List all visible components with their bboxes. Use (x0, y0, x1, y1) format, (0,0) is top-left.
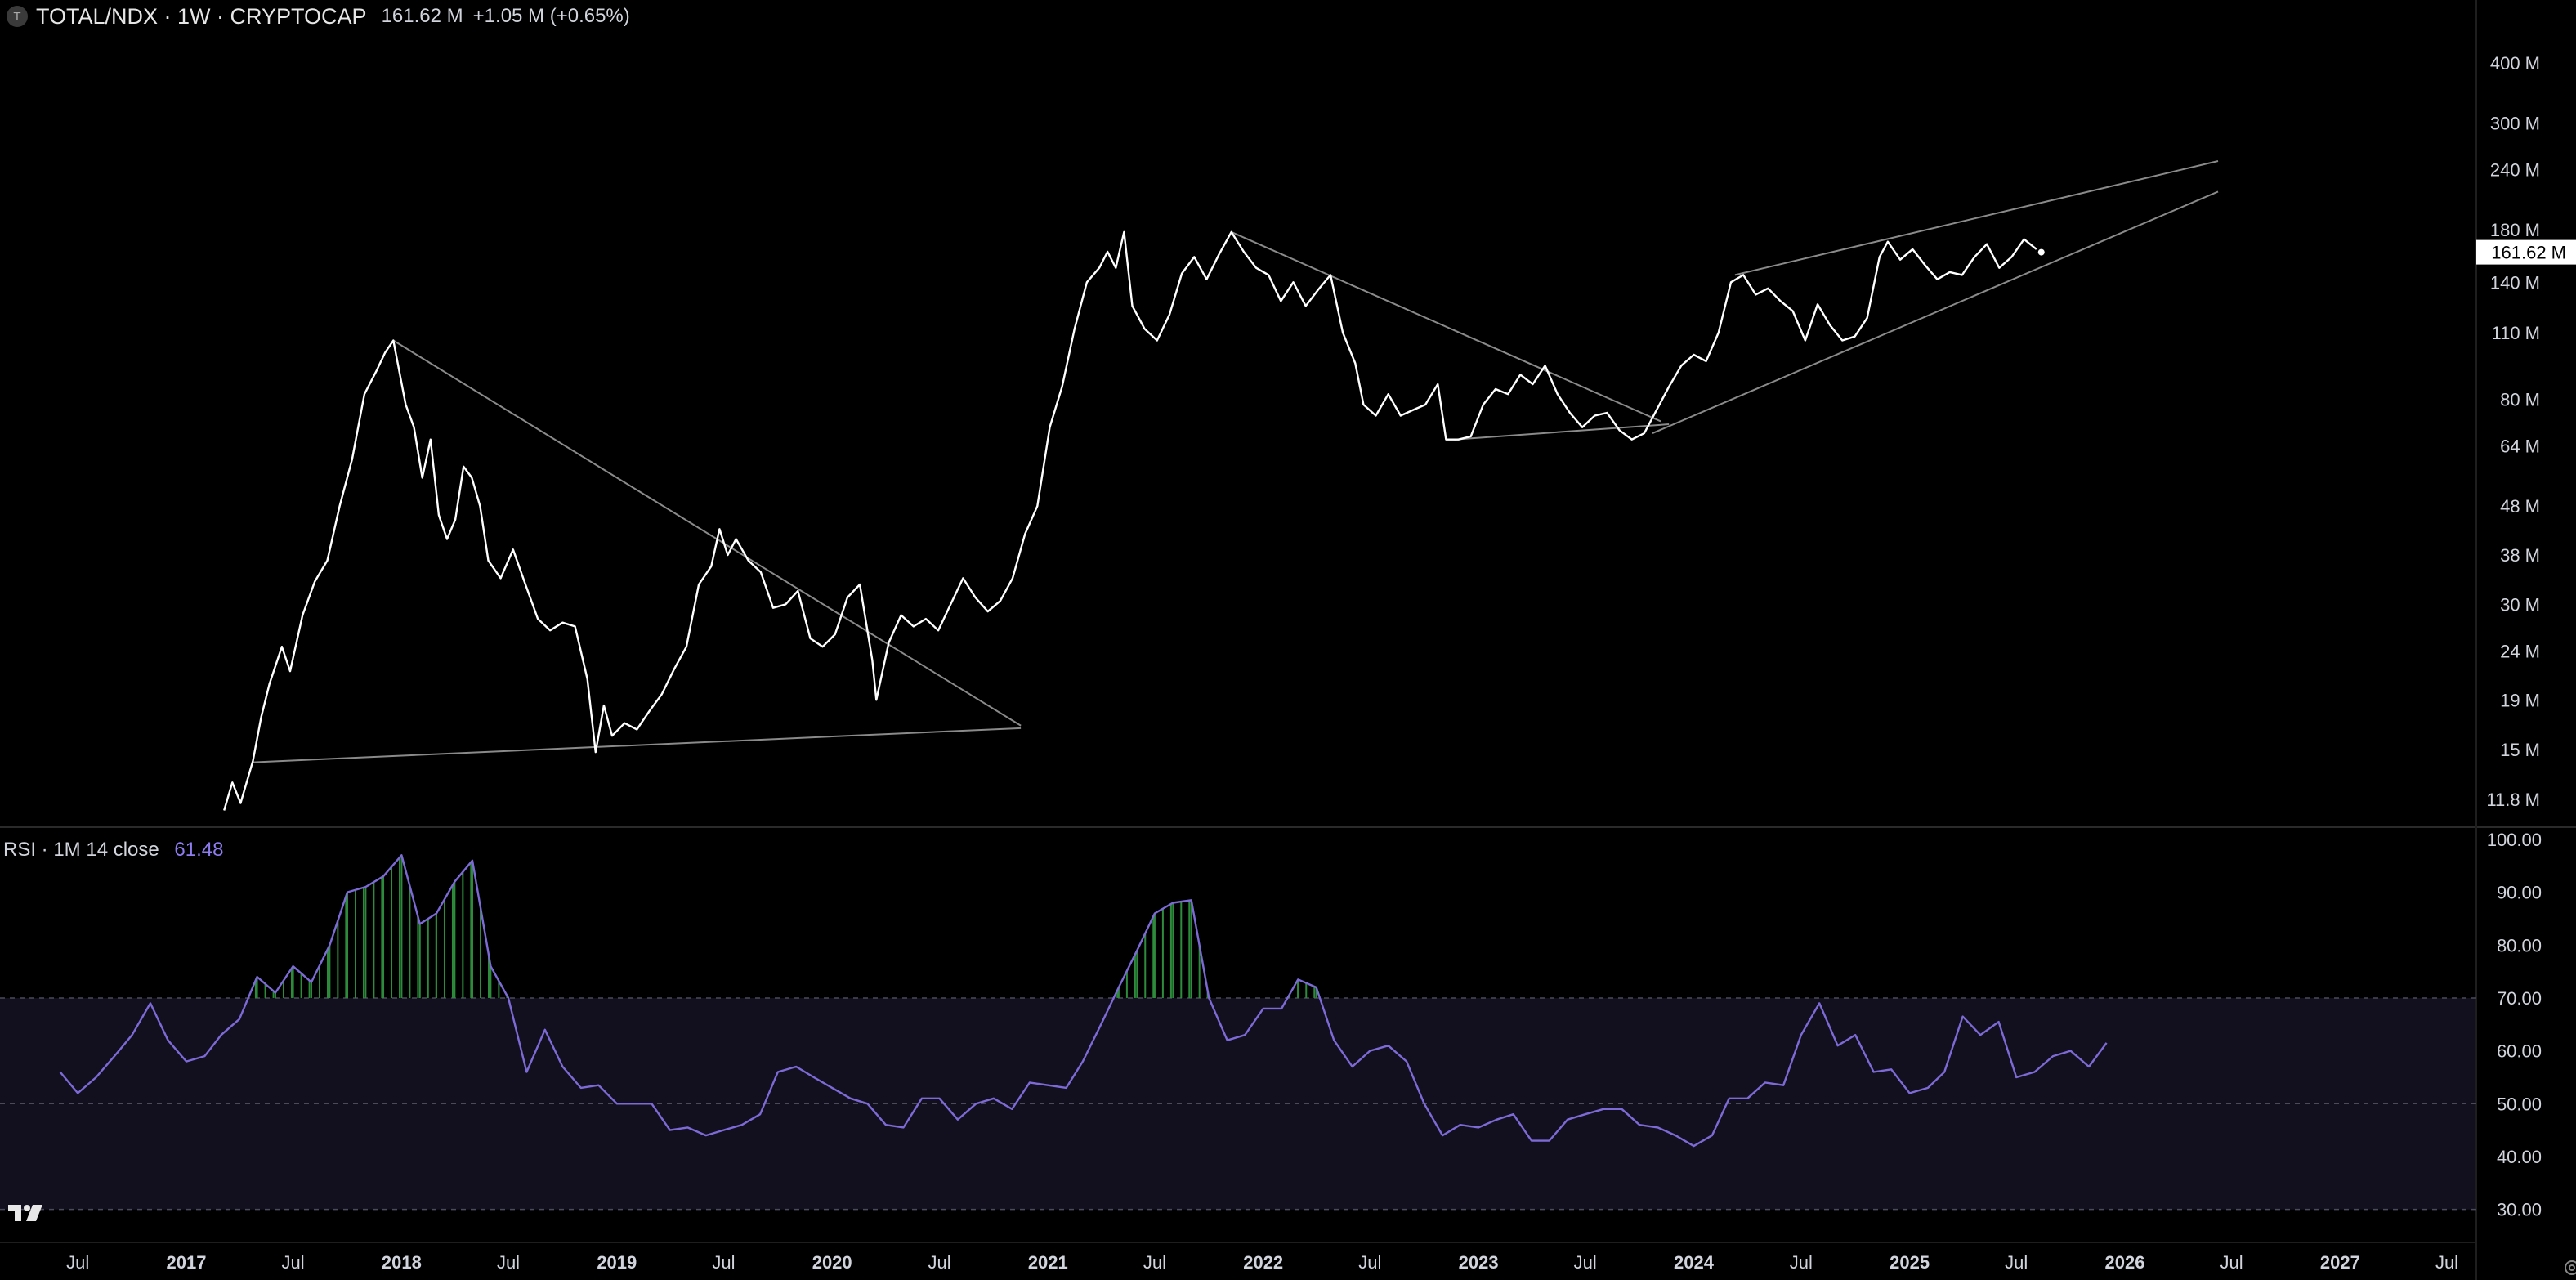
trendline (1734, 160, 2219, 276)
trendline (253, 727, 1022, 763)
settings-icon[interactable] (2563, 1259, 2576, 1277)
price-axis-tick-label: 24 M (2500, 642, 2540, 662)
time-axis-tick-label: Jul (2220, 1252, 2243, 1273)
rsi-line-layer[interactable] (59, 854, 2108, 1148)
time-axis-tick-label: 2027 (2320, 1252, 2360, 1273)
rsi-axis-tick-label: 80.00 (2497, 935, 2542, 956)
time-axis-tick-label: Jul (2005, 1252, 2028, 1273)
trendline (1652, 190, 2219, 435)
time-axis-tick-label: Jul (928, 1252, 950, 1273)
time-axis-tick-label: 2020 (812, 1252, 852, 1273)
rsi-axis-tick-label: 100.00 (2487, 830, 2542, 850)
symbol-header[interactable]: T TOTAL/NDX · 1W · CRYPTOCAP 161.62 M +1… (7, 3, 630, 29)
trendline (392, 339, 1022, 727)
price-axis-tick-label: 64 M (2500, 436, 2540, 457)
time-axis-tick-label: 2018 (382, 1252, 422, 1273)
rsi-axis-tick-label: 70.00 (2497, 988, 2542, 1009)
last-value: 161.62 M (381, 5, 463, 27)
rsi-axis-tick-label: 90.00 (2497, 883, 2542, 903)
price-axis-tick-label: 19 M (2500, 690, 2540, 710)
time-axis-tick-label: 2025 (1890, 1252, 1930, 1273)
rsi-axis-tick-label: 60.00 (2497, 1041, 2542, 1062)
last-price-label: 161.62 M (2491, 243, 2566, 263)
symbol-title[interactable]: TOTAL/NDX · 1W · CRYPTOCAP (36, 3, 367, 29)
time-axis-tick-label: 2026 (2105, 1252, 2145, 1273)
time-axis-tick-label: Jul (66, 1252, 89, 1273)
time-axis-tick-label: Jul (1790, 1252, 1813, 1273)
time-axis-tick-label: 2017 (167, 1252, 207, 1273)
rsi-axis-tick-label: 30.00 (2497, 1200, 2542, 1220)
price-axis-tick-label: 15 M (2500, 740, 2540, 760)
price-axis-tick-label: 400 M (2490, 53, 2540, 74)
price-axis-tick-label: 110 M (2491, 323, 2540, 343)
price-axis-tick-label: 80 M (2500, 390, 2540, 410)
time-axis-tick-label: Jul (1574, 1252, 1597, 1273)
price-axis-tick-label: 48 M (2500, 496, 2540, 517)
trendline (1454, 423, 1670, 441)
rsi-series-line (59, 854, 2108, 1148)
trendline (1231, 230, 1661, 423)
time-axis-tick-label: 2021 (1028, 1252, 1068, 1273)
time-axis-tick-label: 2024 (1674, 1252, 1715, 1273)
time-axis-tick-label: Jul (282, 1252, 305, 1273)
rsi-axis-tick-label: 50.00 (2497, 1094, 2542, 1114)
time-axis-tick-label: Jul (497, 1252, 520, 1273)
time-axis-tick-label: 2022 (1243, 1252, 1283, 1273)
time-axis-tick-label: Jul (712, 1252, 735, 1273)
symbol-logo-icon: T (7, 6, 28, 27)
rsi-title[interactable]: RSI · 1M 14 close (3, 839, 159, 861)
price-axis-tick-label: 180 M (2490, 220, 2540, 240)
price-axis-tick-label: 300 M (2490, 113, 2540, 133)
price-axis-tick-label: 30 M (2500, 594, 2540, 615)
trendline-layer[interactable] (253, 160, 2219, 763)
time-axis-tick-label: 2019 (597, 1252, 637, 1273)
rsi-value: 61.48 (174, 839, 224, 861)
price-change: +1.05 M (+0.65%) (472, 5, 630, 27)
time-axis-tick-label: Jul (1358, 1252, 1381, 1273)
price-series-line (223, 230, 2037, 811)
axis-layer: 400 M 300 M 240 M 180 M 140 M 110 M 80 M 64 M 48… (66, 53, 2576, 1273)
rsi-header[interactable]: RSI · 1M 14 close 61.48 (3, 839, 223, 862)
price-axis-tick-label: 240 M (2490, 159, 2540, 180)
last-price-label-box (2476, 239, 2576, 265)
time-axis-tick-label: Jul (2435, 1252, 2458, 1273)
price-axis-tick-label: 38 M (2500, 545, 2540, 566)
rsi-overbought-layer (254, 855, 1317, 998)
tradingview-logo-icon[interactable] (7, 1202, 52, 1224)
price-axis-tick-label: 140 M (2490, 272, 2540, 293)
time-axis-tick-label: Jul (1143, 1252, 1166, 1273)
last-price-marker (2037, 248, 2045, 256)
rsi-axis-tick-label: 40.00 (2497, 1147, 2542, 1167)
price-line-layer[interactable] (223, 230, 2045, 811)
time-axis-tick-label: 2023 (1459, 1252, 1499, 1273)
price-axis-tick-label: 11.8 M (2486, 790, 2540, 810)
